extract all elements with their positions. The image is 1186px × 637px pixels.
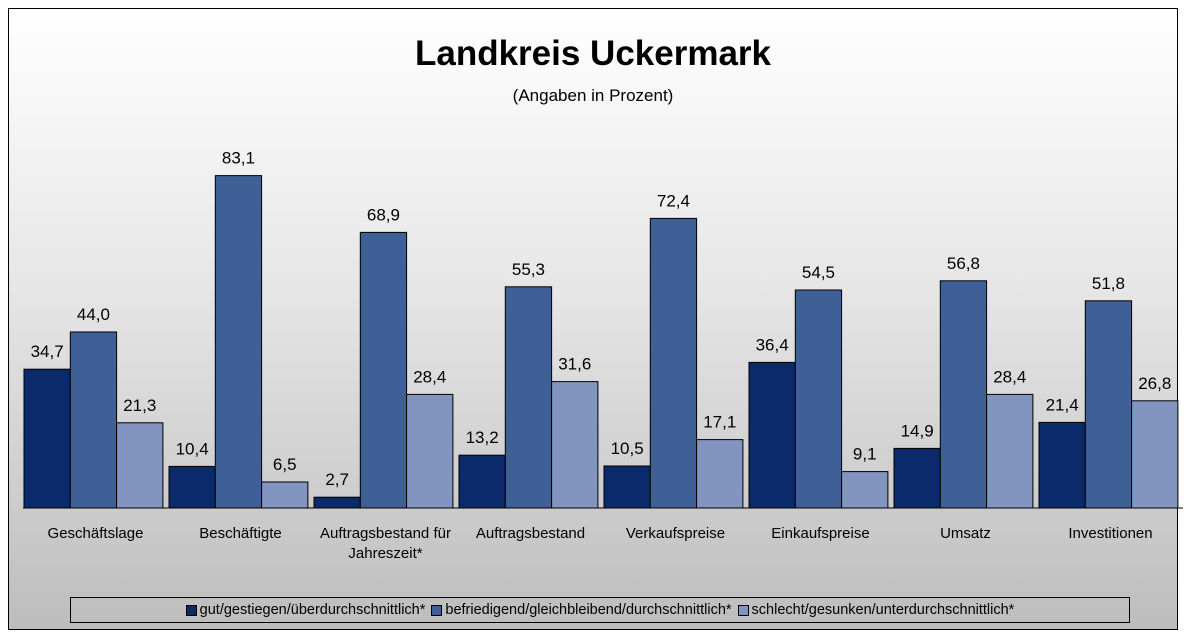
legend-label: gut/gestiegen/überdurchschnittlich* [199,602,426,618]
x-tick-label: Investitionen [1068,525,1153,542]
value-label: 6,5 [273,455,297,474]
value-label: 83,1 [222,149,255,168]
value-label: 68,9 [367,205,400,224]
bar [1131,400,1179,509]
value-label: 9,1 [853,445,877,464]
legend-swatch [185,604,197,616]
value-label: 10,4 [176,439,209,458]
x-tick-label: Auftragsbestand für Jahreszeit* [320,525,451,562]
bar [168,465,216,509]
bar [696,439,744,509]
bar [603,465,651,509]
value-label: 17,1 [703,413,736,432]
chart-title: Landkreis Uckermark [414,34,772,73]
bar [986,393,1034,509]
bar [116,422,164,509]
bar [458,454,506,509]
value-label: 2,7 [325,470,349,489]
value-label: 13,2 [466,428,499,447]
legend-item: schlecht/gesunken/unterdurchschnittlich* [737,602,1015,618]
value-label: 21,3 [123,396,156,415]
bar [23,368,71,509]
bar [649,217,698,509]
value-label: 31,6 [558,355,591,374]
value-label: 54,5 [802,263,835,282]
value-label: 28,4 [993,367,1026,386]
x-tick-label: Beschäftigte [199,525,282,542]
legend-item: gut/gestiegen/überdurchschnittlich* [185,602,426,618]
value-label: 51,8 [1092,274,1125,293]
x-tick-label: Auftragsbestand [475,525,586,542]
legend-swatch [431,604,443,616]
bar [939,280,988,509]
bar [214,175,263,509]
x-tick-label: Geschäftslage [47,525,144,542]
x-tick-label: Verkaufspreise [625,525,726,542]
bar [69,331,118,509]
value-label: 10,5 [611,439,644,458]
value-label: 14,9 [901,421,934,440]
value-label: 28,4 [413,367,446,386]
value-label: 21,4 [1046,395,1079,414]
legend-item: befriedigend/gleichbleibend/durchschnitt… [431,602,732,618]
bar [261,481,309,509]
bar [893,447,941,509]
value-label: 44,0 [77,305,110,324]
x-tick-label: Einkaufspreise [771,525,870,542]
bar [313,496,361,509]
value-label: 56,8 [947,254,980,273]
value-label: 72,4 [657,191,690,210]
bar [551,381,599,509]
bar [504,286,553,509]
bar [841,471,889,509]
value-label: 34,7 [31,342,64,361]
bar [748,361,796,509]
legend-label: schlecht/gesunken/unterdurchschnittlich* [751,602,1015,618]
x-tick-label: Umsatz [940,525,991,542]
bar [1084,300,1133,509]
bar [406,393,454,509]
bar [794,289,843,509]
bar [1038,421,1086,509]
chart-subtitle: (Angaben in Prozent) [512,86,674,105]
legend-label: befriedigend/gleichbleibend/durchschnitt… [445,602,732,618]
value-label: 55,3 [512,260,545,279]
bar [359,231,408,509]
value-label: 36,4 [756,335,789,354]
value-label: 26,8 [1138,374,1171,393]
legend: gut/gestiegen/überdurchschnittlich* befri… [70,597,1130,623]
legend-swatch [737,604,749,616]
